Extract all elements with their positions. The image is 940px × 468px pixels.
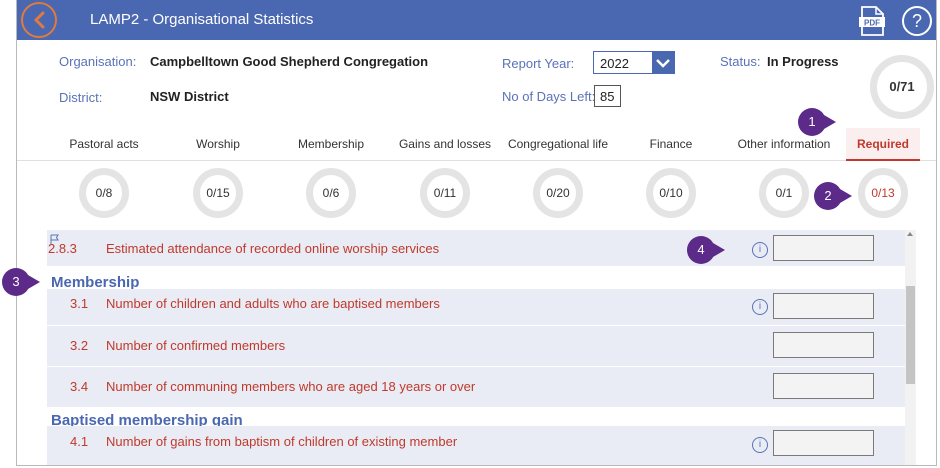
tab-finance[interactable]: Finance [649, 137, 693, 151]
question-list: 2.8.3 Estimated attendance of recorded o… [47, 230, 905, 465]
question-number: 3.2 [70, 338, 89, 353]
organisation-value: Campbelltown Good Shepherd Congregation [150, 54, 429, 69]
question-text: Number of confirmed members [106, 338, 286, 353]
answer-input[interactable] [773, 293, 874, 319]
pdf-icon-label: PDF [864, 19, 880, 28]
callout-badge-2: 2 [814, 182, 852, 210]
title-bar: LAMP2 - Organisational Statistics PDF ? [17, 0, 936, 40]
district-label: District: [59, 90, 103, 105]
flag-icon [50, 234, 59, 244]
overall-progress-ring: 0/71 [870, 55, 934, 119]
status-value: In Progress [767, 54, 839, 69]
report-year-label: Report Year: [502, 56, 575, 71]
question-text: Number of communing members who are aged… [106, 379, 476, 394]
tab-pastoral-acts[interactable]: Pastoral acts [69, 137, 139, 151]
scrollbar-thumb[interactable] [906, 286, 915, 384]
chevron-left-icon [33, 11, 45, 29]
question-number: 3.1 [70, 296, 89, 311]
list-item: 2.8.3 Estimated attendance of recorded o… [47, 230, 905, 266]
app-title: LAMP2 - Organisational Statistics [90, 11, 314, 28]
info-icon[interactable]: i [752, 242, 768, 258]
progress-ring-required: 0/13 [858, 168, 908, 218]
progress-ring-worship: 0/15 [193, 168, 243, 218]
list-item: 3.2 Number of confirmed members [47, 326, 905, 366]
tab-other-information[interactable]: Other information [737, 137, 831, 151]
progress-ring-gains-and-losses: 0/11 [420, 168, 470, 218]
callout-badge-3: 3 [2, 268, 40, 296]
question-text: Number of gains from baptism of children… [106, 434, 458, 449]
progress-ring-congregational-life: 0/20 [533, 168, 583, 218]
info-icon[interactable]: i [752, 299, 768, 315]
answer-input[interactable] [773, 373, 874, 399]
list-item: 3.1 Number of children and adults who ar… [47, 289, 905, 325]
answer-input[interactable] [773, 235, 874, 261]
question-number: 3.4 [70, 379, 89, 394]
days-left-field: 85 [594, 85, 621, 107]
help-button[interactable]: ? [902, 6, 932, 36]
tab-congregational-life[interactable]: Congregational life [507, 137, 609, 151]
answer-input[interactable] [773, 332, 874, 358]
chevron-down-icon[interactable] [652, 52, 674, 73]
answer-input[interactable] [773, 430, 874, 456]
list-item: 3.4 Number of communing members who are … [47, 367, 905, 407]
section-heading: Baptised membership gain [51, 412, 243, 429]
back-button[interactable] [21, 2, 57, 38]
callout-badge-1: 1 [798, 108, 836, 136]
category-tabs: Pastoral acts Worship Membership Gains a… [17, 128, 936, 161]
list-item: 4.1 Number of gains from baptism of chil… [47, 426, 905, 465]
report-year-value: 2022 [600, 56, 629, 71]
question-number: 4.1 [70, 434, 89, 449]
question-text: Estimated attendance of recorded online … [106, 241, 440, 256]
progress-ring-finance: 0/10 [646, 168, 696, 218]
days-left-label: No of Days Left: [502, 89, 596, 104]
section-heading: Membership [51, 274, 140, 291]
info-icon[interactable]: i [752, 437, 768, 453]
pdf-export-button[interactable]: PDF [858, 6, 886, 36]
tab-gains-and-losses[interactable]: Gains and losses [398, 137, 492, 151]
tab-required[interactable]: Required [846, 128, 920, 161]
tab-worship[interactable]: Worship [196, 137, 240, 151]
pdf-icon: PDF [859, 6, 885, 36]
scroll-up-arrow-icon[interactable] [907, 232, 913, 236]
question-text: Number of children and adults who are ba… [106, 296, 440, 311]
scrollbar[interactable] [905, 230, 916, 465]
report-year-select[interactable]: 2022 [593, 51, 675, 74]
status-label: Status: [720, 54, 761, 69]
progress-ring-pastoral-acts: 0/8 [79, 168, 129, 218]
app-window: LAMP2 - Organisational Statistics PDF ? … [16, 0, 937, 466]
tab-membership[interactable]: Membership [297, 137, 365, 151]
organisation-label: Organisation: [59, 54, 137, 69]
progress-ring-other-information: 0/1 [759, 168, 809, 218]
question-number: 2.8.3 [48, 241, 77, 256]
callout-badge-4: 4 [687, 236, 725, 264]
district-value: NSW District [150, 89, 229, 104]
progress-ring-membership: 0/6 [306, 168, 356, 218]
